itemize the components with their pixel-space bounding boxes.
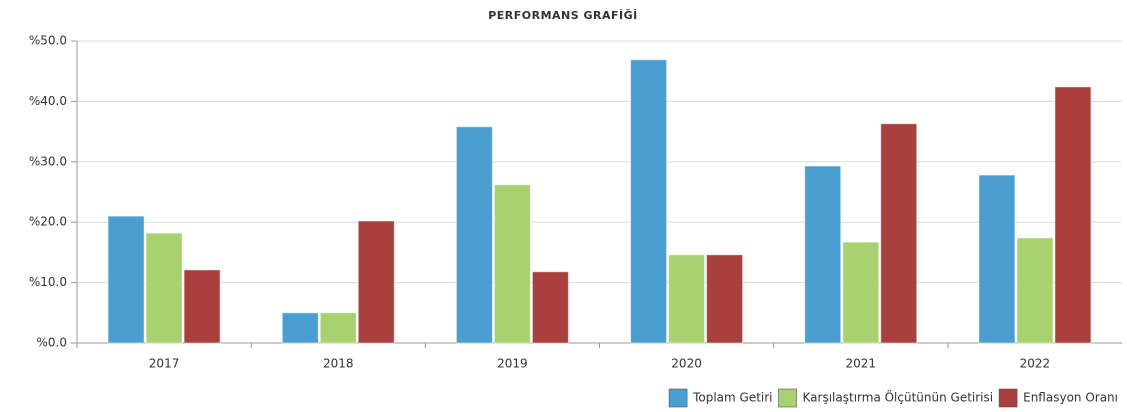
legend-swatch xyxy=(998,388,1018,408)
x-tick-label: 2019 xyxy=(497,357,528,371)
bar xyxy=(978,174,1016,344)
legend-label: Enflasyon Oranı xyxy=(1023,391,1118,405)
y-tick-label: %50.0 xyxy=(29,34,67,48)
bar xyxy=(1054,86,1092,344)
y-tick-label: %30.0 xyxy=(29,154,67,168)
bar xyxy=(880,123,918,344)
bar xyxy=(493,184,531,344)
bar xyxy=(804,165,842,344)
x-tick-label: 2020 xyxy=(671,357,702,371)
bar xyxy=(107,215,145,344)
bar xyxy=(531,271,569,344)
x-tick-label: 2022 xyxy=(1020,357,1051,371)
x-tick-label: 2021 xyxy=(845,357,876,371)
bar xyxy=(183,269,221,344)
x-tick-label: 2017 xyxy=(149,357,180,371)
legend-label: Toplam Getiri xyxy=(692,391,772,405)
bar xyxy=(842,241,880,344)
legend-label: Karşılaştırma Ölçütünün Getirisi xyxy=(803,389,994,405)
bar xyxy=(1016,237,1054,344)
bar xyxy=(145,232,183,344)
y-tick-label: %10.0 xyxy=(29,275,67,289)
y-tick-label: %0.0 xyxy=(37,336,68,350)
chart-title: PERFORMANS GRAFİĞİ xyxy=(488,8,638,22)
x-tick-label: 2018 xyxy=(323,357,354,371)
bar xyxy=(281,312,319,344)
legend-swatch xyxy=(668,388,688,408)
bar xyxy=(319,312,357,344)
bar xyxy=(630,59,668,344)
bar xyxy=(357,220,395,344)
legend-swatch xyxy=(778,388,797,408)
bar xyxy=(455,126,493,344)
bar xyxy=(668,254,706,344)
bar xyxy=(706,254,744,344)
y-tick-label: %40.0 xyxy=(29,94,67,108)
y-tick-label: %20.0 xyxy=(29,215,67,229)
